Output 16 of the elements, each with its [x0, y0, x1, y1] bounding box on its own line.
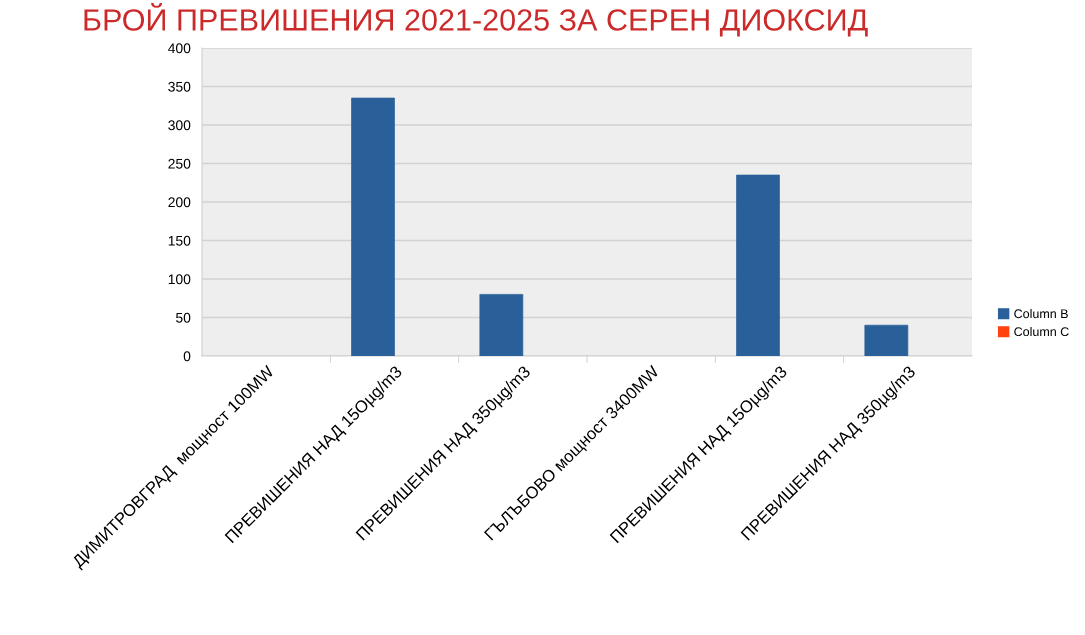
legend-label: Column B	[1014, 308, 1068, 319]
y-tick-label: 0	[183, 351, 191, 362]
y-tick-label: 400	[168, 43, 191, 54]
y-tick-label: 150	[168, 235, 191, 246]
y-tick-label: 200	[168, 197, 191, 208]
bar	[864, 324, 909, 356]
chart-title: БРОЙ ПРЕВИШЕНИЯ 2021-2025 ЗА СЕРЕН ДИОКСИД	[84, 2, 868, 37]
y-tick-label: 250	[168, 158, 191, 169]
bar	[351, 97, 395, 356]
y-tick-label: 300	[168, 120, 191, 131]
bar	[479, 294, 524, 356]
y-tick-label: 50	[176, 312, 191, 323]
y-tick-label: 350	[168, 81, 191, 92]
legend-label: Column C	[1014, 326, 1069, 337]
bar	[736, 174, 780, 356]
y-tick-label: 100	[168, 274, 191, 285]
